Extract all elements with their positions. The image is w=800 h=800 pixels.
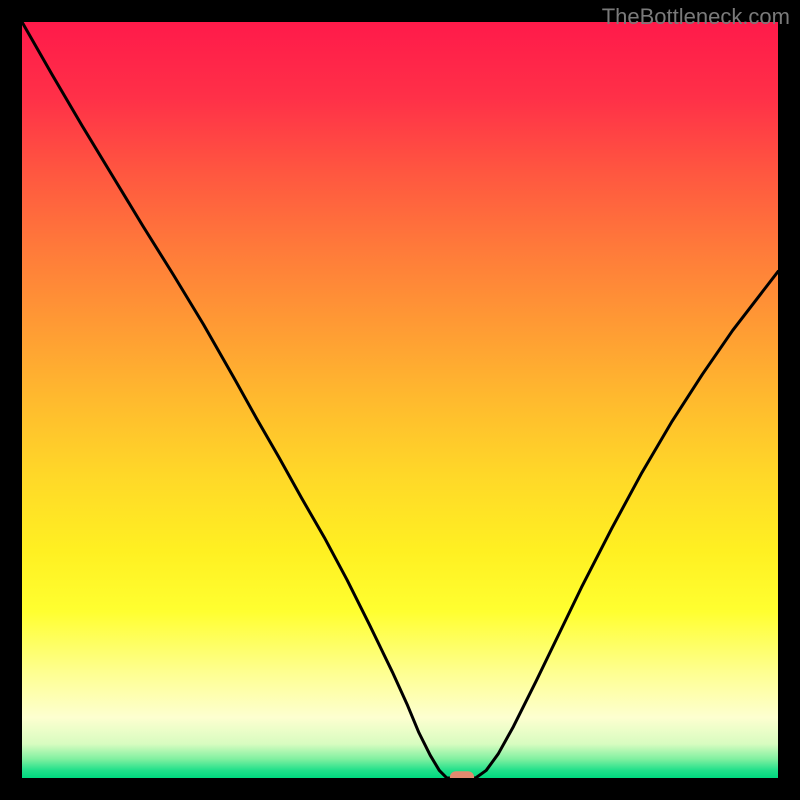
chart-container: TheBottleneck.com xyxy=(0,0,800,800)
bottleneck-chart xyxy=(0,0,800,800)
chart-background xyxy=(22,22,778,778)
watermark-label: TheBottleneck.com xyxy=(602,4,790,30)
